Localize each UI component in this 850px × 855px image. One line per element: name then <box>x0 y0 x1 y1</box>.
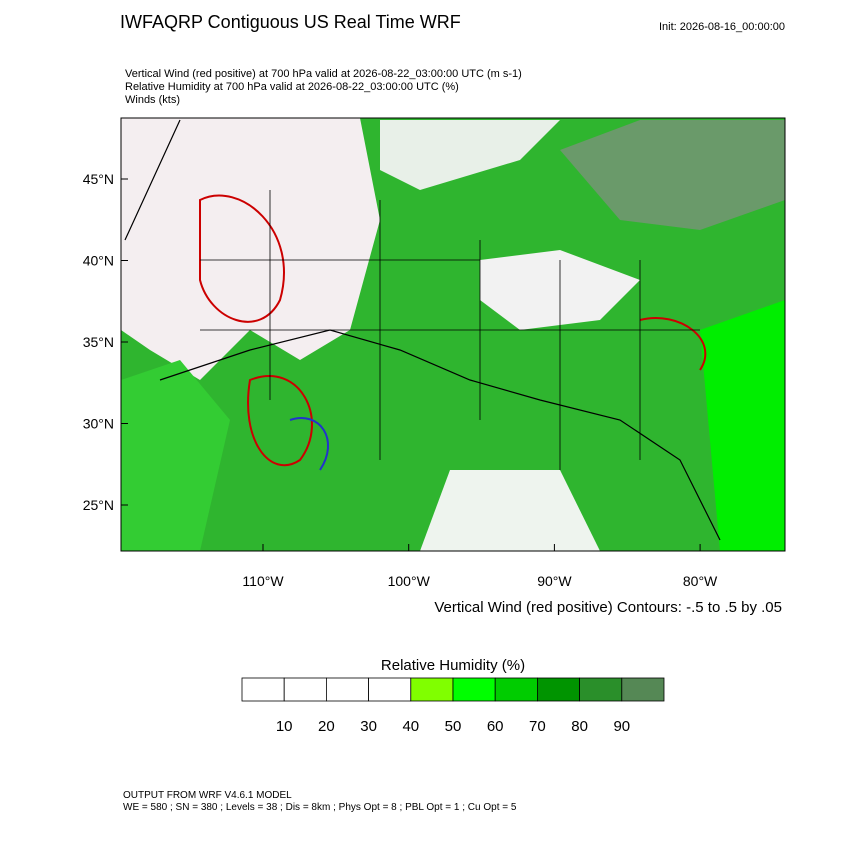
colorbar-label: 90 <box>613 718 630 735</box>
lon-label: 100°W <box>388 573 431 589</box>
colorbar-box <box>325 677 369 702</box>
title: IWFAQRP Contiguous US Real Time WRF <box>120 12 461 32</box>
field-line: Winds (kts) <box>125 94 180 106</box>
map-frame <box>120 117 786 552</box>
colorbar-title: Relative Humidity (%) <box>381 657 525 674</box>
colorbar-label: 60 <box>487 718 504 735</box>
colorbar-label: 50 <box>445 718 462 735</box>
footer-line: OUTPUT FROM WRF V4.6.1 MODEL <box>123 790 292 801</box>
lat-label: 40°N <box>83 253 114 269</box>
lon-label: 90°W <box>537 573 572 589</box>
colorbar-label: 30 <box>360 718 377 735</box>
lat-label: 45°N <box>83 171 114 187</box>
lat-label: 25°N <box>83 497 114 513</box>
colorbar-label: 80 <box>571 718 588 735</box>
colorbar-box <box>494 677 538 702</box>
lat-label: 35°N <box>83 334 114 350</box>
lon-label: 80°W <box>683 573 718 589</box>
colorbar-label: 40 <box>402 718 419 735</box>
field-line: Vertical Wind (red positive) at 700 hPa … <box>125 68 522 80</box>
colorbar-label: 70 <box>529 718 546 735</box>
lat-label: 30°N <box>83 416 114 432</box>
colorbar-label: 10 <box>276 718 293 735</box>
colorbar-label: 20 <box>318 718 335 735</box>
map-field <box>121 118 785 551</box>
footer-line: WE = 580 ; SN = 380 ; Levels = 38 ; Dis … <box>123 802 517 813</box>
colorbar-box <box>283 677 327 702</box>
colorbar-box <box>368 677 412 702</box>
field-line: Relative Humidity at 700 hPa valid at 20… <box>125 81 459 93</box>
contour-note: Vertical Wind (red positive) Contours: -… <box>434 599 782 616</box>
init-time: Init: 2026-08-16_00:00:00 <box>659 21 785 33</box>
colorbar-box <box>410 677 454 702</box>
colorbar-box <box>241 677 285 702</box>
colorbar-box <box>579 677 623 702</box>
colorbar-box <box>537 677 581 702</box>
colorbar-box <box>452 677 496 702</box>
lon-label: 110°W <box>242 573 284 589</box>
colorbar-box <box>621 677 665 702</box>
